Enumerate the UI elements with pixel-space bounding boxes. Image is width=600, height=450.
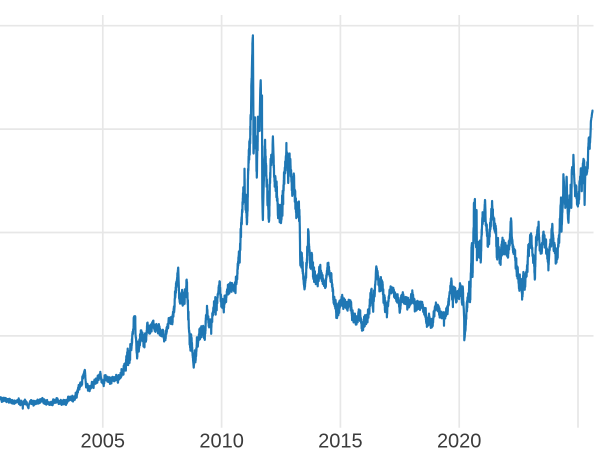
svg-text:2005: 2005 — [81, 430, 126, 450]
svg-text:2020: 2020 — [437, 430, 482, 450]
svg-text:2015: 2015 — [318, 430, 363, 450]
svg-text:2010: 2010 — [199, 430, 244, 450]
